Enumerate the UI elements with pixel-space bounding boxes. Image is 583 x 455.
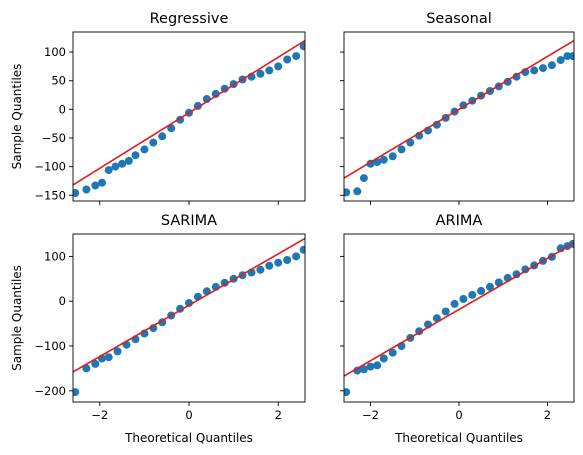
y-tick-label: 100 (44, 45, 66, 59)
y-tick-label: −100 (34, 160, 66, 174)
data-point (274, 259, 282, 267)
data-point (398, 145, 406, 153)
y-axis-label: Sample Quantiles (10, 64, 24, 170)
data-point (292, 52, 300, 60)
fit-line (344, 243, 574, 376)
data-point (292, 252, 300, 260)
y-tick-label: −150 (34, 188, 66, 202)
data-point (389, 152, 397, 160)
data-point (380, 156, 388, 164)
data-point (569, 52, 577, 60)
data-point (71, 388, 79, 396)
data-point (539, 64, 547, 72)
data-point (380, 355, 388, 363)
x-axis-label: Theoretical Quantiles (124, 431, 253, 445)
x-tick-label: −2 (362, 408, 379, 422)
panel-title: Regressive (150, 11, 229, 27)
data-point (149, 139, 157, 147)
axes-frame (344, 32, 574, 201)
data-point (265, 262, 273, 270)
x-tick-label: −2 (91, 408, 108, 422)
data-point (342, 388, 350, 396)
panel-title: SARIMA (161, 213, 217, 229)
data-point (451, 300, 459, 308)
y-axis-label: Sample Quantiles (10, 265, 24, 371)
plot-area (342, 240, 577, 396)
data-point (283, 256, 291, 264)
plot-area (342, 41, 577, 197)
data-point (274, 62, 282, 70)
data-point (132, 151, 140, 159)
fit-line (73, 238, 305, 372)
y-tick-label: 100 (44, 249, 66, 263)
data-point (265, 66, 273, 74)
plot-area (71, 238, 308, 396)
panel-arima: −2 0 2 ARIMA Theoretical Quantiles (340, 213, 577, 445)
data-point (530, 66, 538, 74)
y-tick-label: −100 (34, 339, 66, 353)
data-point (468, 291, 476, 299)
data-point (360, 174, 368, 182)
data-point (158, 132, 166, 140)
y-tick-label: −200 (34, 384, 66, 398)
data-point (300, 246, 308, 254)
data-point (140, 145, 148, 153)
data-point (442, 308, 450, 316)
x-tick-label: 0 (185, 408, 192, 422)
data-point (477, 287, 485, 295)
data-point (256, 266, 264, 274)
data-point (367, 363, 375, 371)
data-point (98, 179, 106, 187)
data-point (373, 361, 381, 369)
data-point (459, 295, 467, 303)
panel-regressive: −150 −100 −50 0 50 100 Regressive Sample Quanti… (10, 11, 308, 205)
fit-line (73, 41, 305, 185)
y-tick-label: 0 (59, 102, 66, 116)
data-point (105, 353, 113, 361)
plot-area (71, 41, 308, 197)
data-point (125, 157, 133, 165)
x-axis-label: Theoretical Quantiles (394, 431, 523, 445)
panel-title: ARIMA (436, 213, 483, 229)
panel-title: Seasonal (426, 11, 492, 27)
data-point (548, 61, 556, 69)
y-tick-label: 0 (59, 294, 66, 308)
y-tick-label: −50 (42, 131, 66, 145)
data-point (353, 187, 361, 195)
x-tick-label: 0 (455, 408, 462, 422)
panel-seasonal: Seasonal (340, 11, 577, 205)
fit-line (344, 41, 574, 178)
x-tick-label: 2 (275, 408, 282, 422)
panel-sarima: −2 0 2 −200 −100 0 100 SARIMA Theoretical Quanti… (10, 213, 308, 445)
data-point (82, 186, 90, 194)
y-tick-label: 50 (51, 74, 66, 88)
data-point (71, 189, 79, 197)
data-point (283, 56, 291, 64)
data-point (557, 56, 565, 64)
x-tick-label: 2 (544, 408, 551, 422)
